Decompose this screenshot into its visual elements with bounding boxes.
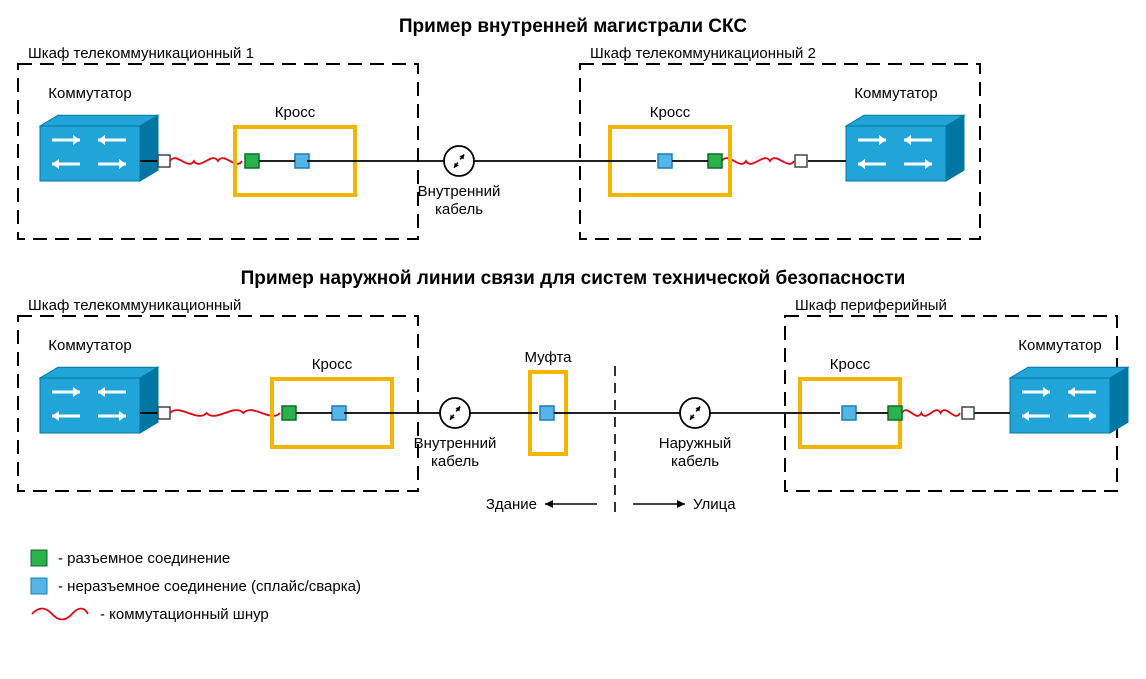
green-square-icon — [30, 549, 48, 567]
legend-row-cord: - коммутационный шнур — [30, 605, 1136, 623]
legend-row-green: - разъемное соединение — [30, 549, 1136, 567]
blue-square-icon — [30, 577, 48, 595]
diagram2: Шкаф телекоммуникационный Шкаф периферийн… — [10, 294, 1130, 539]
svg-text:Здание: Здание — [486, 496, 537, 513]
svg-text:Кросс: Кросс — [830, 356, 871, 373]
legend-label: - разъемное соединение — [58, 550, 230, 567]
svg-text:Улица: Улица — [693, 496, 736, 513]
svg-text:кабель: кабель — [671, 453, 719, 470]
svg-text:Коммутатор: Коммутатор — [854, 85, 937, 102]
svg-text:Кросс: Кросс — [650, 104, 691, 121]
legend-label: - неразъемное соединение (сплайс/сварка) — [58, 578, 361, 595]
legend-label: - коммутационный шнур — [100, 606, 269, 623]
legend: - разъемное соединение - неразъемное сое… — [30, 549, 1136, 623]
diagram2-title: Пример наружной линии связи для систем т… — [10, 268, 1136, 290]
svg-text:Коммутатор: Коммутатор — [1018, 337, 1101, 354]
svg-text:Коммутатор: Коммутатор — [48, 85, 131, 102]
patch-cord-icon — [30, 605, 90, 623]
svg-text:Муфта: Муфта — [524, 349, 572, 366]
svg-text:Шкаф периферийный: Шкаф периферийный — [795, 297, 947, 314]
svg-text:Внутренний: Внутренний — [418, 183, 501, 200]
svg-text:кабель: кабель — [431, 453, 479, 470]
svg-text:Коммутатор: Коммутатор — [48, 337, 131, 354]
svg-text:Кросс: Кросс — [312, 356, 353, 373]
diagram1-title: Пример внутренней магистрали СКС — [10, 16, 1136, 38]
svg-text:Внутренний: Внутренний — [414, 435, 497, 452]
svg-text:Шкаф телекоммуникационный 2: Шкаф телекоммуникационный 2 — [590, 45, 816, 62]
svg-text:Кросс: Кросс — [275, 104, 316, 121]
svg-text:кабель: кабель — [435, 201, 483, 218]
svg-text:Шкаф телекоммуникационный 1: Шкаф телекоммуникационный 1 — [28, 45, 254, 62]
svg-text:Шкаф телекоммуникационный: Шкаф телекоммуникационный — [28, 297, 241, 314]
svg-text:Наружный: Наружный — [659, 435, 732, 452]
legend-row-blue: - неразъемное соединение (сплайс/сварка) — [30, 577, 1136, 595]
diagram1: Шкаф телекоммуникационный 1 Шкаф телекомм… — [10, 42, 1130, 262]
